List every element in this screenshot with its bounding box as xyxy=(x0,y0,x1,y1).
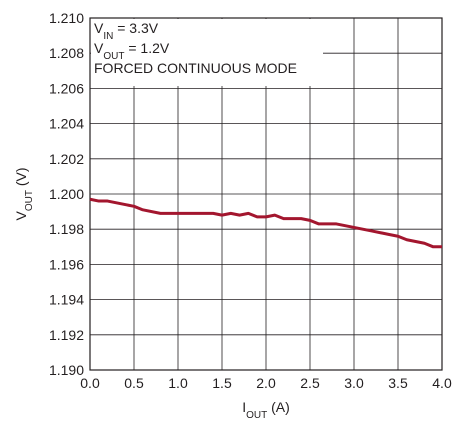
y-axis-label-part: V xyxy=(13,211,29,221)
data-line xyxy=(89,197,442,249)
annotation-part: V xyxy=(94,20,104,36)
x-axis-label-part: I xyxy=(242,399,246,415)
y-tick-label: 1.192 xyxy=(49,327,84,343)
y-tick-label: 1.208 xyxy=(49,45,84,61)
x-tick-label: 1.0 xyxy=(168,375,188,391)
annotation-part: V xyxy=(94,40,104,56)
y-tick-label: 1.198 xyxy=(49,221,84,237)
y-tick-label: 1.196 xyxy=(49,256,84,272)
annotation-part: IN xyxy=(103,31,113,42)
y-axis-label-part: (V) xyxy=(13,167,29,190)
y-tick-label: 1.210 xyxy=(49,10,84,26)
y-axis-label-part: OUT xyxy=(24,190,35,211)
y-tick-label: 1.204 xyxy=(49,116,84,132)
y-tick-label: 1.190 xyxy=(49,362,84,378)
x-tick-label: 0.0 xyxy=(80,375,100,391)
x-tick-label: 2.0 xyxy=(256,375,276,391)
x-tick-label: 4.0 xyxy=(432,375,452,391)
x-tick-label: 3.5 xyxy=(388,375,408,391)
annotation-part: = 1.2V xyxy=(124,40,169,56)
y-tick-label: 1.194 xyxy=(49,292,84,308)
annotation-part: OUT xyxy=(103,51,124,62)
plot-frame xyxy=(89,17,443,371)
annotation-box xyxy=(91,19,323,86)
x-tick-label: 1.5 xyxy=(212,375,232,391)
annotation: VOUT = 1.2V xyxy=(94,40,170,62)
annotation: VIN = 3.3V xyxy=(94,20,159,42)
annotation-part: = 3.3V xyxy=(113,20,158,36)
x-tick-label: 3.0 xyxy=(344,375,364,391)
x-tick-label: 2.5 xyxy=(300,375,320,391)
x-axis-label-part: (A) xyxy=(267,399,290,415)
annotation-part: FORCED CONTINUOUS MODE xyxy=(94,60,297,76)
y-tick-label: 1.202 xyxy=(49,151,84,167)
x-axis-label-part: OUT xyxy=(246,410,267,421)
y-axis-label: VOUT (V) xyxy=(13,167,35,220)
annotation: FORCED CONTINUOUS MODE xyxy=(94,60,297,76)
x-tick-label: 0.5 xyxy=(124,375,144,391)
y-tick-label: 1.206 xyxy=(49,80,84,96)
x-axis-label: IOUT (A) xyxy=(242,399,290,421)
y-tick-label: 1.200 xyxy=(49,186,84,202)
